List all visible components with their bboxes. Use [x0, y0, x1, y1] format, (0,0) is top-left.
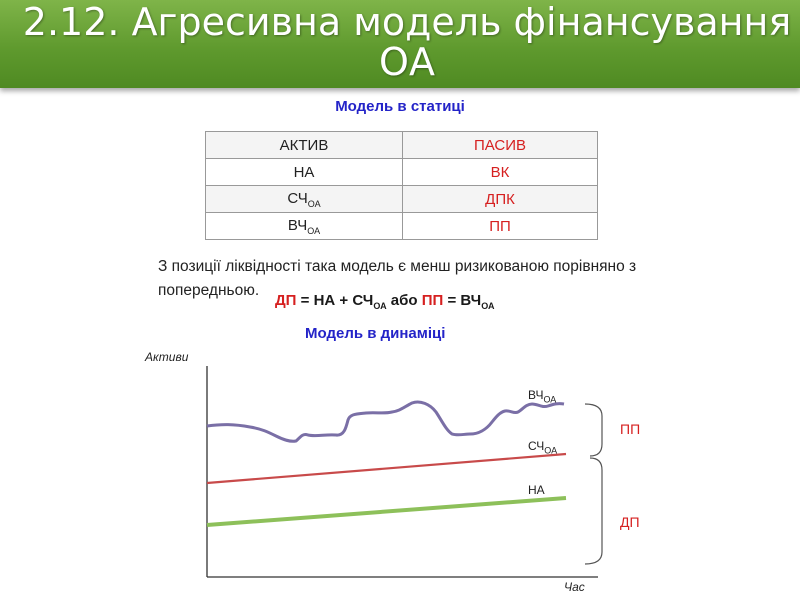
title-bar: 2.12. Агресивна модель фінансування ОА	[0, 0, 800, 88]
subscript: ОА	[481, 301, 495, 311]
series-label-sch: СЧОА	[528, 439, 558, 456]
asset-cell: СЧОА	[205, 185, 403, 213]
liability-cell: ПАСИВ	[402, 131, 598, 159]
series-label-vch: ВЧОА	[528, 388, 557, 405]
asset-cell: АКТИВ	[205, 131, 403, 159]
liquidity-note: З позиції ліквідності така модель є менш…	[158, 258, 637, 299]
dynamic-model-heading: Модель в динаміці	[305, 325, 446, 342]
subscript: ОА	[373, 301, 387, 311]
series-line-sch	[206, 452, 567, 485]
liability-cell: ДПК	[402, 185, 598, 213]
brace-label-pp: ПП	[620, 421, 641, 437]
series-line-vch	[206, 400, 565, 443]
formula-dp: ДП	[275, 292, 297, 309]
table-row: ВЧОА ПП	[205, 212, 598, 240]
series-line-na	[206, 496, 567, 527]
table-row: СЧОА ДПК	[205, 185, 598, 213]
brace-label-dp: ДП	[620, 514, 640, 530]
static-model-heading: Модель в статиці	[335, 98, 465, 115]
table-row: АКТИВ ПАСИВ	[205, 131, 598, 159]
liability-cell: ВК	[402, 158, 598, 186]
y-axis-label: Активи	[145, 350, 189, 364]
slide-title: 2.12. Агресивна модель фінансування ОА	[22, 0, 792, 84]
subscript: ОА	[307, 198, 321, 209]
dp-brace	[584, 457, 603, 565]
x-axis-label: Час	[564, 580, 585, 594]
static-model-table: АКТИВ ПАСИВ НА ВК СЧОА ДПК ВЧОА ПП	[205, 131, 598, 240]
formula-pp: ПП	[421, 292, 444, 309]
pp-brace	[584, 403, 603, 457]
liability-cell: ПП	[402, 212, 598, 240]
subscript: ОА	[307, 225, 321, 236]
asset-cell: ВЧОА	[205, 212, 403, 240]
formula: ДП = НА + СЧОА або ПП = ВЧОА	[275, 292, 495, 311]
table-row: НА ВК	[205, 158, 598, 186]
series-label-na: НА	[528, 483, 545, 497]
